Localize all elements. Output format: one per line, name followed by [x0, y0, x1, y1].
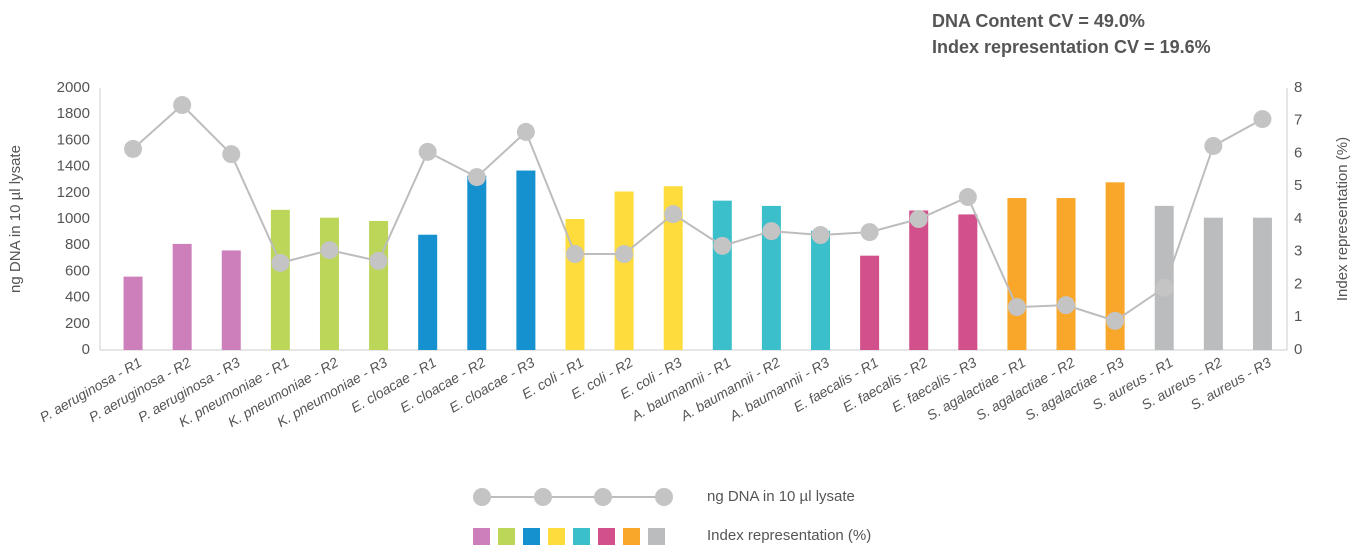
line-point [762, 222, 781, 241]
bar [221, 250, 241, 350]
line-point [1155, 278, 1174, 297]
y2-tick-label: 4 [1294, 210, 1302, 227]
bar [1203, 217, 1223, 350]
line-point [1204, 136, 1223, 155]
line-point [565, 245, 584, 264]
bar [516, 170, 536, 350]
line-point [958, 188, 977, 207]
y2-tick-label: 3 [1294, 243, 1302, 260]
bar [712, 200, 732, 350]
line-point [124, 139, 143, 158]
line-point [467, 168, 486, 187]
line-point [369, 251, 388, 270]
line-point [909, 210, 928, 228]
bar [1105, 182, 1125, 350]
bar [860, 255, 880, 350]
legend-swatch [523, 528, 540, 545]
y-tick-label: 2000 [57, 79, 90, 96]
line-point [664, 205, 683, 224]
legend-point [473, 488, 491, 506]
y2-tick-label: 0 [1294, 341, 1302, 358]
line-point [1106, 311, 1125, 330]
y-tick-label: 1600 [57, 131, 90, 148]
y-tick-label: 600 [65, 262, 90, 279]
line-point [271, 253, 290, 272]
y-tick-label: 1400 [57, 158, 90, 175]
bar [1154, 205, 1174, 350]
annotation: DNA Content CV = 49.0% [932, 11, 1145, 31]
bar [467, 175, 487, 350]
annotation: Index representation CV = 19.6% [932, 37, 1211, 57]
legend-swatch [473, 528, 490, 545]
y-tick-label: 200 [65, 315, 90, 332]
bar [1007, 198, 1027, 350]
y2-tick-label: 7 [1294, 112, 1302, 129]
legend-swatch [598, 528, 615, 545]
line-point [320, 241, 339, 260]
y2-tick-label: 2 [1294, 275, 1302, 292]
bar [172, 243, 192, 350]
line-point [1057, 296, 1076, 315]
bar [418, 234, 438, 350]
line-point [860, 223, 879, 242]
y-tick-label: 0 [82, 341, 90, 358]
legend-point [594, 488, 612, 506]
bar [811, 230, 831, 350]
bar [123, 276, 143, 350]
line-point [173, 96, 192, 115]
y-tick-label: 400 [65, 289, 90, 306]
line-point [418, 142, 437, 161]
bar [1252, 217, 1272, 350]
legend-swatch [648, 528, 665, 545]
bar [958, 214, 978, 350]
y-tick-label: 800 [65, 236, 90, 253]
legend-swatch [548, 528, 565, 545]
bar [761, 205, 781, 350]
y-tick-label: 1000 [57, 210, 90, 227]
bar [663, 186, 683, 350]
line-point [713, 236, 732, 255]
line-point [1007, 298, 1026, 317]
legend-swatch [623, 528, 640, 545]
legend-swatch [498, 528, 515, 545]
bar [270, 209, 290, 350]
legend-point [655, 488, 673, 506]
line-point [1253, 110, 1272, 129]
y2-tick-label: 1 [1294, 308, 1302, 325]
bar [909, 210, 929, 350]
bar [614, 191, 634, 350]
y2-tick-label: 8 [1294, 79, 1302, 96]
bar [319, 217, 339, 350]
legend-label: Index representation (%) [707, 527, 871, 544]
line-point [615, 245, 634, 264]
legend-label: ng DNA in 10 µl lysate [707, 488, 855, 505]
y-axis-label: ng DNA in 10 µl lysate [7, 145, 24, 293]
y-tick-label: 1800 [57, 105, 90, 122]
legend-point [534, 488, 552, 506]
line [132, 103, 1263, 322]
line-point [811, 226, 830, 245]
legend-swatch [573, 528, 590, 545]
line-point [516, 122, 535, 141]
y2-axis-label: Index representation (%) [1334, 137, 1351, 301]
bar [1056, 198, 1076, 350]
line-point [222, 145, 241, 164]
y2-tick-label: 5 [1294, 177, 1302, 194]
y-tick-label: 1200 [57, 184, 90, 201]
bar [369, 220, 389, 350]
y2-tick-label: 6 [1294, 144, 1302, 161]
